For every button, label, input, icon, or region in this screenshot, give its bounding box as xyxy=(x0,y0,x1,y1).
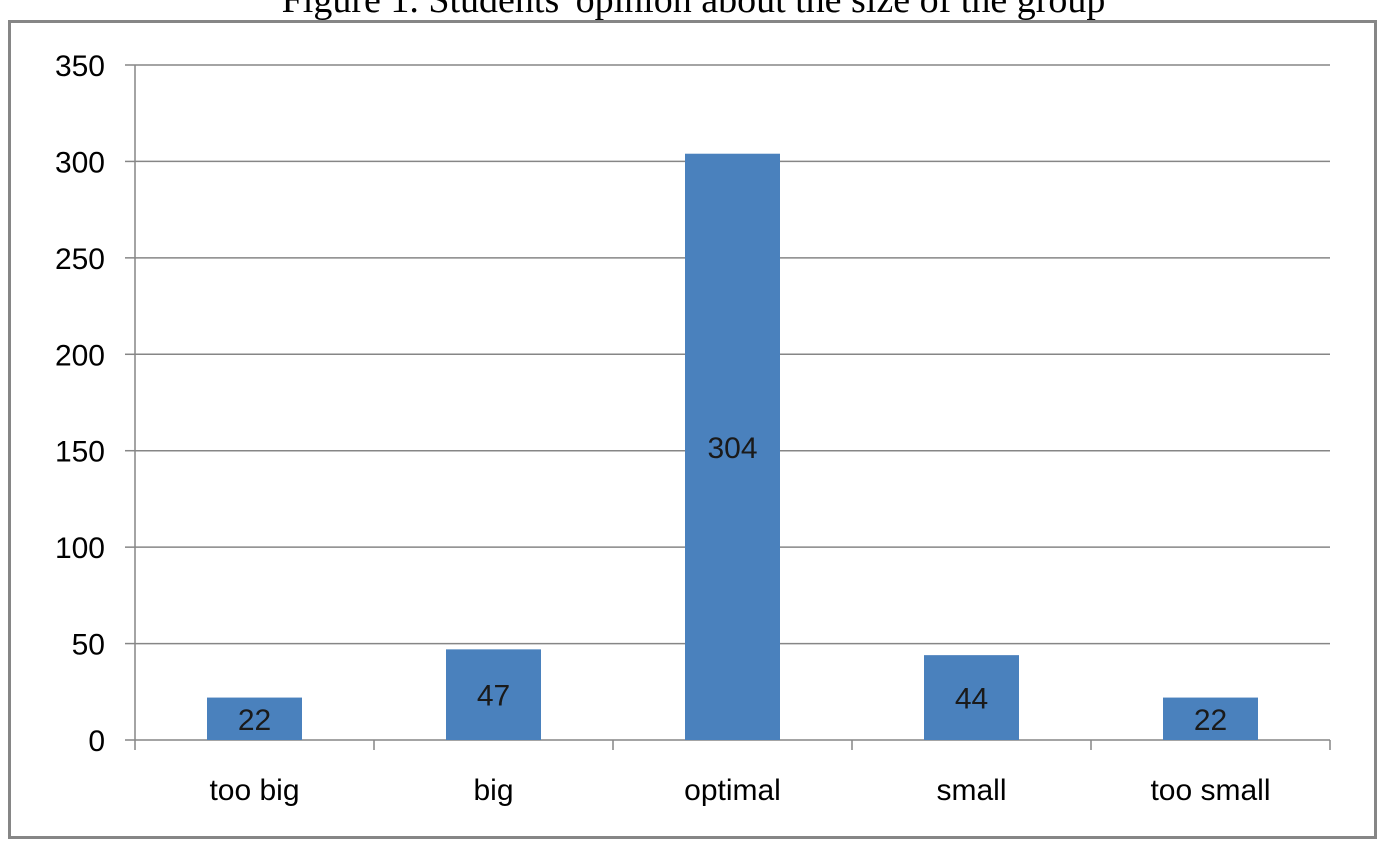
bar-optimal xyxy=(685,153,780,740)
x-tick-label: small xyxy=(936,774,1006,807)
data-label: 47 xyxy=(477,680,510,713)
x-tick-label: optimal xyxy=(684,774,781,807)
chart-title: Figure 1. Students' opinion about the si… xyxy=(281,0,1106,21)
y-tick-label: 200 xyxy=(55,339,105,372)
bar-too-big xyxy=(207,697,302,740)
y-tick-label: 0 xyxy=(88,725,105,758)
data-label: 44 xyxy=(955,683,988,716)
bar-too-small xyxy=(1163,697,1258,740)
y-tick-label: 350 xyxy=(55,50,105,83)
y-tick-label: 100 xyxy=(55,532,105,565)
bar-big xyxy=(446,649,541,740)
x-tick-label: too big xyxy=(209,774,299,807)
y-tick-label: 300 xyxy=(55,146,105,179)
y-tick-label: 50 xyxy=(72,629,105,662)
x-tick-label: big xyxy=(473,774,513,807)
data-label: 22 xyxy=(1194,704,1227,737)
data-label: 22 xyxy=(238,704,271,737)
y-tick-label: 150 xyxy=(55,436,105,469)
y-tick-label: 250 xyxy=(55,243,105,276)
data-label: 304 xyxy=(707,432,757,465)
bar-small xyxy=(924,655,1019,740)
x-tick-label: too small xyxy=(1150,774,1270,807)
